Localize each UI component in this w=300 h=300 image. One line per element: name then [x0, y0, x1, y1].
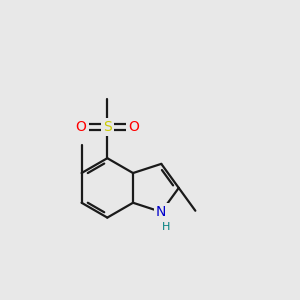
- Text: H: H: [162, 223, 170, 232]
- Text: O: O: [128, 120, 139, 134]
- Text: S: S: [103, 120, 112, 134]
- Text: N: N: [156, 205, 166, 219]
- Text: O: O: [76, 120, 87, 134]
